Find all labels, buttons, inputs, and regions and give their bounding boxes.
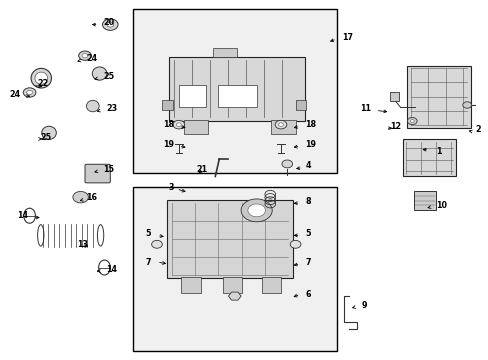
Text: 16: 16 <box>86 193 97 202</box>
Text: 22: 22 <box>38 79 49 88</box>
Text: 19: 19 <box>305 140 316 149</box>
Bar <box>166 200 292 278</box>
Text: 2: 2 <box>474 126 480 135</box>
Circle shape <box>407 117 416 125</box>
Bar <box>179 85 205 107</box>
Text: 8: 8 <box>305 197 310 206</box>
Circle shape <box>289 240 300 248</box>
Bar <box>222 277 242 293</box>
Text: 14: 14 <box>17 211 28 220</box>
Circle shape <box>247 204 265 217</box>
Ellipse shape <box>92 67 107 80</box>
Circle shape <box>176 123 181 126</box>
Text: 25: 25 <box>103 72 114 81</box>
Polygon shape <box>228 292 241 300</box>
Circle shape <box>282 160 292 168</box>
Text: 23: 23 <box>106 104 117 113</box>
Text: 21: 21 <box>196 165 206 174</box>
Circle shape <box>462 102 470 108</box>
Circle shape <box>73 192 88 203</box>
Text: 19: 19 <box>163 140 174 149</box>
Text: 14: 14 <box>106 265 117 274</box>
Ellipse shape <box>86 100 99 112</box>
Circle shape <box>278 123 283 126</box>
Text: 15: 15 <box>103 165 114 174</box>
Bar <box>162 100 172 111</box>
Bar <box>402 139 455 176</box>
Bar <box>407 66 469 128</box>
Bar <box>212 48 237 57</box>
Text: 25: 25 <box>40 132 51 141</box>
Text: 9: 9 <box>361 301 366 310</box>
Ellipse shape <box>31 68 51 88</box>
Text: 6: 6 <box>305 290 310 299</box>
Circle shape <box>82 54 88 58</box>
Bar <box>217 85 256 107</box>
Text: 4: 4 <box>305 161 310 170</box>
Bar <box>389 93 398 102</box>
Circle shape <box>173 120 184 129</box>
Text: 12: 12 <box>389 122 401 131</box>
Circle shape <box>79 51 91 60</box>
FancyBboxPatch shape <box>85 164 110 183</box>
Text: 18: 18 <box>163 120 174 129</box>
Text: 3: 3 <box>168 183 174 192</box>
Ellipse shape <box>41 126 56 139</box>
Circle shape <box>409 120 413 122</box>
Circle shape <box>241 199 272 222</box>
Bar <box>271 120 295 134</box>
Text: 24: 24 <box>10 90 21 99</box>
Circle shape <box>275 120 286 129</box>
Bar <box>413 191 435 210</box>
Text: 13: 13 <box>77 240 87 249</box>
Bar <box>295 100 305 111</box>
Bar <box>169 57 305 121</box>
Text: 5: 5 <box>145 229 151 238</box>
Text: 18: 18 <box>305 120 316 129</box>
Ellipse shape <box>35 72 47 84</box>
Bar <box>132 187 336 351</box>
Text: 5: 5 <box>305 229 310 238</box>
Circle shape <box>107 22 114 27</box>
Bar <box>132 9 336 173</box>
Circle shape <box>102 19 118 30</box>
Text: 20: 20 <box>103 18 114 27</box>
Text: 10: 10 <box>436 201 447 210</box>
Text: 11: 11 <box>359 104 370 113</box>
Bar <box>261 277 281 293</box>
Text: 7: 7 <box>145 258 151 267</box>
Text: 24: 24 <box>86 54 98 63</box>
Text: 7: 7 <box>305 258 310 267</box>
Circle shape <box>23 88 36 97</box>
Circle shape <box>151 240 162 248</box>
Text: 17: 17 <box>341 33 352 42</box>
Bar <box>183 120 207 134</box>
Bar <box>181 277 201 293</box>
Circle shape <box>27 90 32 95</box>
Text: 1: 1 <box>436 147 441 156</box>
